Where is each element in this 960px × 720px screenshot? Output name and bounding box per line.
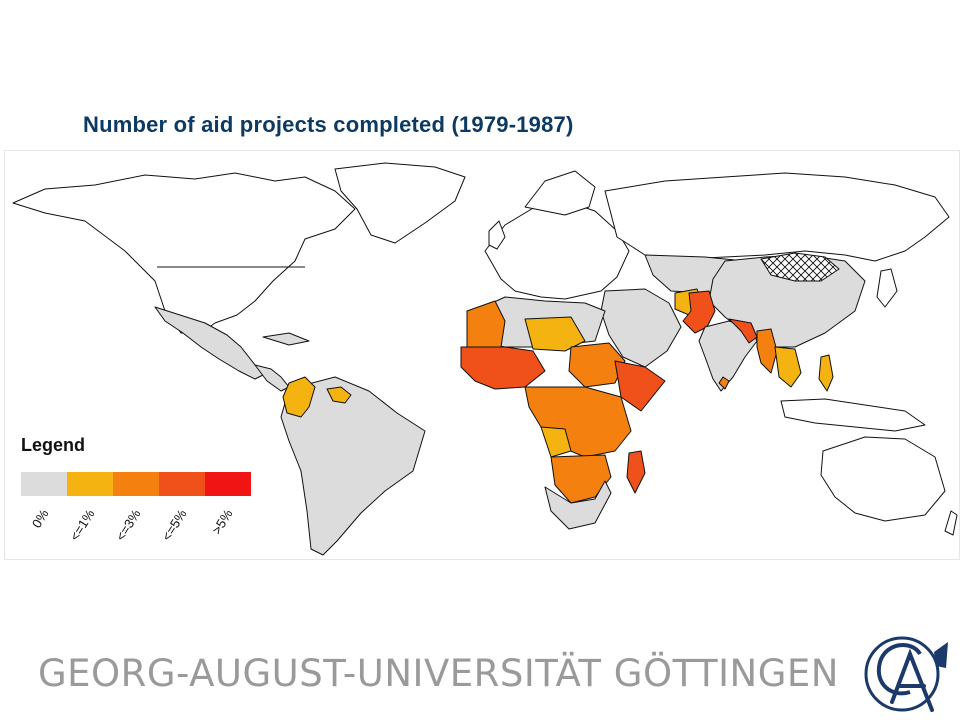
pakistan [682, 290, 716, 334]
legend-label-2: <=3% [113, 506, 144, 543]
new-zealand [944, 510, 958, 536]
sri-lanka [718, 376, 730, 390]
legend-label-1: <=1% [67, 506, 98, 543]
central-america [254, 364, 290, 392]
legend-swatch-1 [67, 472, 113, 496]
japan [876, 268, 898, 308]
legend-swatch-3 [159, 472, 205, 496]
mali-niger [524, 316, 586, 352]
indochina [774, 346, 802, 388]
university-name: GEORG-AUGUST-UNIVERSITÄT GÖTTINGEN [38, 652, 839, 695]
legend-label-0: 0% [29, 506, 52, 530]
legend-swatch-4 [205, 472, 251, 496]
mongolia [760, 252, 840, 282]
europe [484, 200, 630, 300]
guyana-suriname [326, 386, 352, 404]
australia [820, 436, 946, 522]
legend-label-4: >5% [209, 506, 236, 537]
university-seal [864, 636, 948, 712]
legend-swatch-2 [113, 472, 159, 496]
colombia [282, 376, 316, 418]
mexico [154, 306, 268, 380]
southern-africa [550, 454, 612, 504]
map-title: Number of aid projects completed (1979-1… [83, 112, 574, 137]
legend-title: Legend [21, 435, 85, 455]
scandinavia [524, 170, 596, 216]
west-africa [460, 346, 546, 390]
south-america [280, 376, 426, 556]
south-africa [544, 480, 612, 530]
world-map: Legend 0% <=1% <=3% <=5% >5% [4, 150, 960, 560]
north-america [12, 172, 356, 334]
legend-swatch-0 [21, 472, 67, 496]
horn-of-africa [614, 360, 666, 412]
middle-east [600, 288, 682, 368]
cuba [262, 332, 310, 346]
greenland [334, 162, 466, 244]
central-africa [524, 386, 632, 458]
nepal-bangladesh [728, 318, 758, 344]
angola-zambia [540, 426, 572, 458]
indonesia [780, 398, 926, 432]
uk [488, 220, 506, 250]
sudan [568, 342, 626, 388]
madagascar [626, 450, 646, 494]
world-map-svg: Legend 0% <=1% <=3% <=5% >5% [12, 162, 958, 556]
legend-label-3: <=5% [159, 506, 190, 543]
russia [604, 172, 950, 262]
myanmar [756, 328, 778, 374]
map-legend: Legend 0% <=1% <=3% <=5% >5% [21, 435, 251, 543]
philippines [818, 354, 834, 392]
